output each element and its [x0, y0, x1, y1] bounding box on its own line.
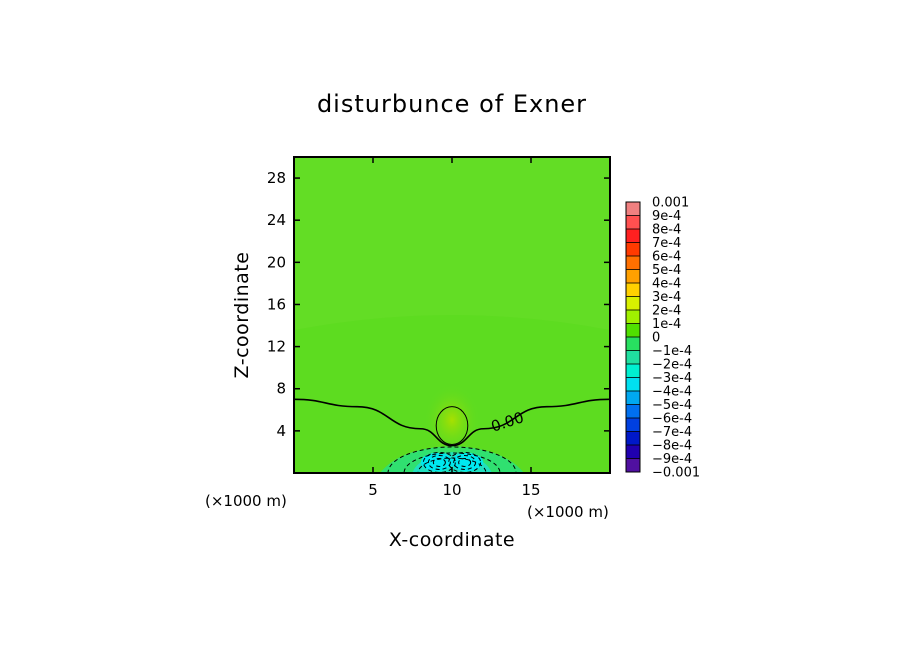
- negative-min-right: [451, 453, 483, 471]
- negative-contour: [432, 457, 446, 467]
- colorbar-swatch: [626, 364, 640, 378]
- colorbar-swatch: [626, 445, 640, 459]
- x-tick-label: 10: [442, 481, 461, 499]
- colorbar-label: −5e-4: [652, 398, 692, 413]
- negative-contour: [458, 457, 472, 467]
- y-axis-label: Z-coordinate: [231, 252, 253, 379]
- colorbar-swatch: [626, 391, 640, 405]
- x-unit-label: (×1000 m): [205, 492, 287, 510]
- x-tick-label: 15: [521, 481, 540, 499]
- zero-contour-line: [294, 398, 610, 447]
- colorbar-swatch: [626, 229, 640, 243]
- colorbar-label: −9e-4: [652, 452, 692, 467]
- negative-contour: [427, 454, 451, 470]
- x-tick-label: 5: [368, 481, 378, 499]
- upper-field-band: [294, 157, 610, 330]
- y-tick-label: 4: [276, 422, 286, 440]
- colorbar-label: 6e-4: [652, 250, 681, 265]
- colorbar-label: 2e-4: [652, 304, 681, 319]
- colorbar: 0.0019e-48e-47e-46e-45e-44e-43e-42e-41e-…: [625, 196, 700, 481]
- colorbar-label: −6e-4: [652, 412, 692, 427]
- colorbar-label: 7e-4: [652, 236, 681, 251]
- colorbar-label: 9e-4: [652, 209, 681, 224]
- colorbar-swatch: [626, 418, 640, 432]
- y-tick-label: 20: [267, 253, 286, 271]
- y-tick-label: 12: [267, 338, 286, 356]
- colorbar-swatch: [626, 377, 640, 392]
- colorbar-label: −3e-4: [652, 371, 692, 386]
- colorbar-swatch: [626, 337, 640, 351]
- plot-area: 0.00: [294, 157, 610, 473]
- colorbar-swatch: [626, 404, 640, 419]
- colorbar-label: 1e-4: [652, 317, 681, 332]
- positive-contour: [435, 406, 469, 446]
- y-tick-label: 28: [267, 169, 286, 187]
- colorbar-swatch: [626, 269, 640, 284]
- colorbar-label: 0: [652, 331, 660, 346]
- y-tick-label: 24: [267, 211, 286, 229]
- colorbar-swatch: [626, 296, 640, 311]
- colorbar-label: −1e-4: [652, 344, 692, 359]
- colorbar-swatch: [626, 215, 640, 230]
- colorbar-label: 0.001: [652, 196, 689, 211]
- negative-contour-outer: [417, 457, 487, 473]
- colorbar-label: −4e-4: [652, 385, 692, 400]
- colorbar-swatch: [626, 283, 640, 297]
- colorbar-swatch: [626, 431, 640, 446]
- colorbar-swatch: [626, 323, 640, 338]
- negative-min-left: [421, 453, 453, 471]
- colorbar-label: 8e-4: [652, 223, 681, 238]
- negative-contour: [448, 451, 482, 473]
- colorbar-swatch: [626, 350, 640, 365]
- colorbar-swatch: [626, 458, 640, 473]
- colorbar-label: 3e-4: [652, 290, 681, 305]
- colorbar-label: −8e-4: [652, 439, 692, 454]
- axes: 5 10 15 4 8 12 16 20 24 28: [267, 157, 610, 499]
- colorbar-swatch: [626, 256, 640, 270]
- colorbar-swatch: [626, 202, 640, 216]
- colorbar-label: −2e-4: [652, 358, 692, 373]
- chart-title: disturbunce of Exner: [317, 90, 587, 118]
- x-axis-label: X-coordinate: [389, 529, 515, 551]
- colorbar-label: 4e-4: [652, 277, 681, 292]
- y-tick-label: 16: [267, 295, 286, 313]
- colorbar-label: −7e-4: [652, 425, 692, 440]
- colorbar-swatch: [626, 310, 640, 324]
- colorbar-swatch: [626, 242, 640, 257]
- y-unit-label: (×1000 m): [527, 503, 609, 521]
- colorbar-label: 5e-4: [652, 263, 681, 278]
- y-tick-label: 8: [276, 380, 286, 398]
- colorbar-label: −0.001: [652, 466, 700, 481]
- negative-contour: [422, 451, 456, 473]
